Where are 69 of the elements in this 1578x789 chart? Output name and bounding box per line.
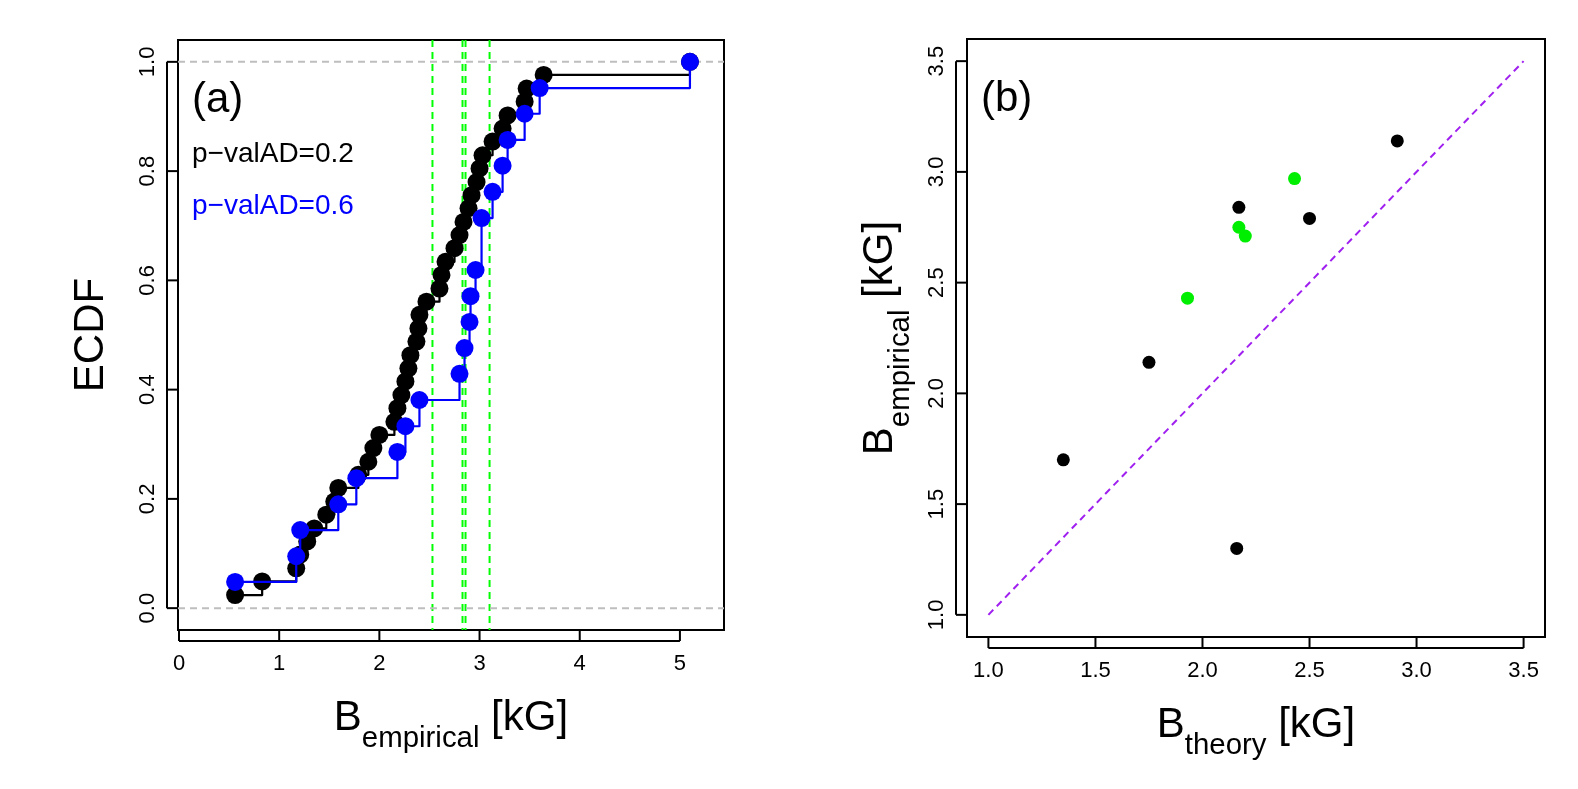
y-tick-label: 1.5 (923, 488, 948, 520)
x-tick-label: 1.5 (1080, 657, 1111, 682)
x-axis-title: B$_{theory}$ [kG] (1156, 699, 1356, 760)
point (515, 104, 534, 123)
point (461, 287, 480, 306)
point (1230, 541, 1244, 555)
x-tick-label: 0 (172, 650, 186, 675)
y-tick-label: 0.0 (134, 592, 159, 624)
y-axis-title: ECDF (65, 277, 112, 393)
y-tick-label: 0.2 (134, 483, 159, 515)
x-axis-title: B$_{empirical}$ [kG] (333, 692, 569, 753)
annotation: p−valAD=0.2 (192, 137, 354, 168)
point (493, 156, 512, 175)
point (347, 469, 366, 488)
point (388, 442, 407, 461)
y-tick-label: 0.6 (134, 265, 159, 296)
x-tick-label: 2.0 (1187, 657, 1218, 682)
y-tick-label: 3.0 (923, 156, 948, 188)
point (1238, 229, 1252, 243)
point (1142, 355, 1156, 369)
point (417, 292, 436, 311)
x-tick-label: 4 (573, 650, 586, 675)
point (1056, 453, 1070, 467)
point (317, 505, 336, 524)
point (1303, 211, 1317, 225)
point (1181, 291, 1194, 305)
point (498, 130, 517, 149)
y-tick-label: 2.5 (923, 267, 948, 298)
point (1390, 134, 1404, 148)
point (329, 495, 348, 514)
point (1232, 200, 1246, 214)
point (410, 391, 429, 410)
y-tick-label: 0.8 (134, 155, 159, 187)
point (1232, 220, 1246, 234)
point (450, 364, 469, 383)
point (436, 252, 455, 271)
x-tick-label: 1.0 (973, 657, 1004, 682)
point (370, 425, 389, 444)
point (472, 209, 491, 228)
point (530, 79, 549, 98)
y-tick-label: 2.0 (923, 378, 948, 409)
x-tick-label: 2 (373, 650, 386, 675)
point (329, 478, 348, 497)
point (498, 106, 517, 125)
point (1288, 172, 1302, 186)
text: (a) (192, 74, 244, 121)
point (466, 260, 485, 279)
x-tick-label: 3.5 (1508, 657, 1539, 682)
x-tick-label: 5 (673, 650, 687, 675)
point (410, 305, 429, 324)
point (460, 312, 479, 331)
point (483, 182, 502, 201)
x-tick-label: 2.5 (1294, 657, 1325, 682)
point (287, 547, 306, 566)
point (455, 339, 474, 358)
point (473, 146, 492, 165)
x-tick-label: 3 (473, 650, 486, 675)
point (401, 346, 420, 365)
y-tick-label: 3.5 (923, 45, 948, 77)
y-tick-label: 1.0 (134, 46, 159, 78)
annotation: p−valAD=0.6 (192, 189, 354, 220)
x-tick-label: 3.0 (1401, 657, 1432, 682)
y-tick-label: 0.4 (134, 374, 159, 405)
point (291, 521, 310, 540)
x-tick-label: 1 (273, 650, 286, 675)
text: (b) (981, 73, 1033, 120)
point (226, 572, 245, 591)
point (396, 417, 415, 436)
y-tick-label: 1.0 (923, 599, 948, 631)
